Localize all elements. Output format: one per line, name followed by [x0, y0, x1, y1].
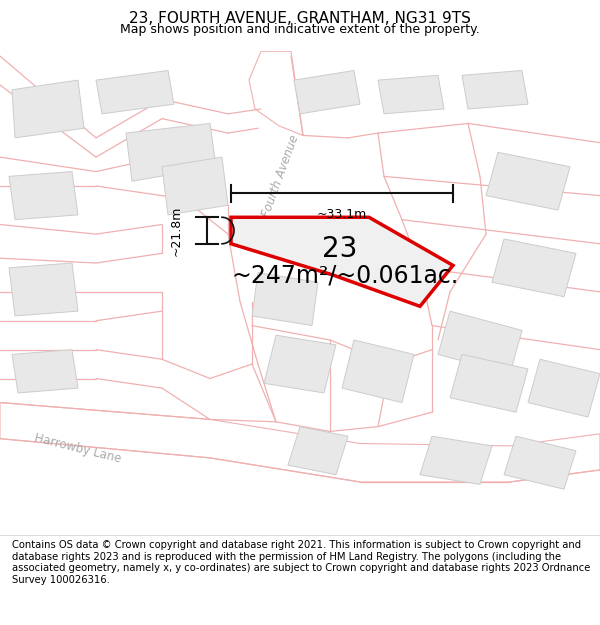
Polygon shape — [9, 263, 78, 316]
Polygon shape — [126, 124, 216, 181]
Text: Fourth Avenue: Fourth Avenue — [260, 133, 302, 219]
Polygon shape — [504, 436, 576, 489]
Text: 23, FOURTH AVENUE, GRANTHAM, NG31 9TS: 23, FOURTH AVENUE, GRANTHAM, NG31 9TS — [129, 11, 471, 26]
Polygon shape — [162, 157, 228, 215]
Polygon shape — [12, 349, 78, 393]
Polygon shape — [486, 152, 570, 210]
Text: Contains OS data © Crown copyright and database right 2021. This information is : Contains OS data © Crown copyright and d… — [12, 540, 590, 585]
Polygon shape — [450, 354, 528, 412]
Text: Map shows position and indicative extent of the property.: Map shows position and indicative extent… — [120, 23, 480, 36]
Polygon shape — [438, 311, 522, 374]
Text: ~21.8m: ~21.8m — [170, 206, 183, 256]
Polygon shape — [420, 436, 492, 484]
Polygon shape — [288, 427, 348, 475]
Polygon shape — [9, 171, 78, 219]
Polygon shape — [264, 335, 336, 393]
Polygon shape — [231, 217, 453, 306]
Polygon shape — [462, 71, 528, 109]
Polygon shape — [96, 71, 174, 114]
Polygon shape — [378, 75, 444, 114]
Polygon shape — [0, 402, 600, 482]
Text: 23: 23 — [322, 236, 357, 263]
Polygon shape — [249, 51, 303, 136]
Polygon shape — [12, 80, 84, 138]
Polygon shape — [492, 239, 576, 297]
Polygon shape — [252, 272, 318, 326]
Polygon shape — [528, 359, 600, 417]
Text: ~33.1m: ~33.1m — [317, 208, 367, 221]
Polygon shape — [294, 71, 360, 114]
Polygon shape — [342, 340, 414, 402]
Text: Harrowby Lane: Harrowby Lane — [33, 431, 123, 466]
Text: ~247m²/~0.061ac.: ~247m²/~0.061ac. — [232, 263, 458, 287]
